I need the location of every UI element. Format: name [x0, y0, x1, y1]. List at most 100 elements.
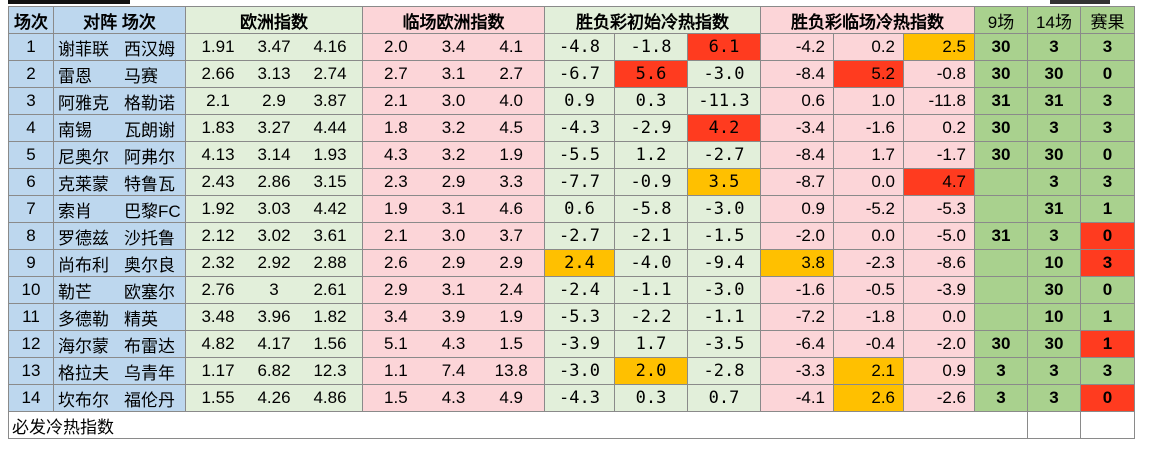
euro-odds-values: 2.66 3.13 2.74: [187, 64, 362, 84]
match-result: 3: [1080, 168, 1135, 196]
match-teams: 南锡 瓦朗谢: [53, 114, 186, 142]
euro-odds-value: 6.82: [257, 361, 291, 380]
init-hc-value: -3.0: [687, 60, 761, 88]
count-14: 10: [1027, 249, 1081, 277]
table-row: 1 谢菲联 西汉姆 1.91 3.47 4.16 2.0 3.4 4.1 -4.8 -1.8 6.1-…: [8, 33, 1135, 61]
euro-odds: 1.17 6.82 12.3: [185, 357, 363, 385]
live-hc-value: -8.7: [760, 168, 834, 196]
match-result: 3: [1080, 249, 1135, 277]
live-euro-odds-value: 2.0: [384, 37, 408, 56]
euro-odds-values: 1.83 3.27 4.44: [187, 118, 362, 138]
count-9: [974, 195, 1028, 223]
init-hc-value: -4.3: [544, 114, 615, 142]
live-euro-odds-value: 1.5: [499, 334, 523, 353]
header-live-eu: 临场欧洲指数: [362, 6, 545, 34]
live-euro-odds-value: 3.2: [441, 145, 466, 164]
live-hc-value: 0.0: [833, 168, 904, 196]
euro-odds-value: 4.86: [313, 388, 347, 407]
match-result: 0: [1080, 60, 1135, 88]
live-hc-value: 4.7: [903, 168, 975, 196]
count-9: [974, 276, 1028, 304]
init-hc-value: -3.0: [544, 357, 615, 385]
live-euro-odds-value: 3.4: [441, 37, 466, 56]
away-team: 西汉姆: [124, 39, 175, 59]
match-result: 3: [1080, 357, 1135, 385]
match-teams: 多德勒 精英: [53, 303, 186, 331]
live-euro-odds-value: 2.7: [499, 64, 523, 83]
table-row: 7 索肖 巴黎FC 1.92 3.03 4.42 1.9 3.1 4.6 0.6 -5.8 -3.0 0…: [8, 195, 1135, 223]
euro-odds-values: 2.1 2.9 3.87: [187, 91, 362, 111]
euro-odds-value: 4.17: [257, 334, 291, 353]
euro-odds-value: 3.15: [313, 172, 347, 191]
init-hc-value: -2.4: [544, 276, 615, 304]
init-hc-value: -4.3: [544, 384, 615, 412]
count-14: 31: [1027, 195, 1081, 223]
euro-odds-value: 2.12: [201, 226, 235, 245]
match-result: 1: [1080, 303, 1135, 331]
euro-odds: 1.83 3.27 4.44: [185, 114, 363, 142]
row-index: 13: [8, 357, 54, 385]
count-14: 30: [1027, 330, 1081, 358]
live-euro-odds-values: 1.1 7.4 13.8: [364, 361, 544, 381]
row-index: 11: [8, 303, 54, 331]
live-hc-value: 2.1: [833, 357, 904, 385]
euro-odds-value: 3.27: [257, 118, 291, 137]
live-euro-odds-values: 2.1 3.0 4.0: [364, 91, 544, 111]
away-team: 特鲁瓦: [124, 174, 175, 194]
live-hc-value: -5.2: [833, 195, 904, 223]
header-live-hc: 胜负彩临场冷热指数: [760, 6, 975, 34]
table-row: 14 坎布尔 福伦丹 1.55 4.26 4.86 1.5 4.3 4.9 -4.3 0.3 0.7-…: [8, 384, 1135, 412]
init-hc-value: -2.9: [614, 114, 688, 142]
odds-table: 场次 对阵 场次 欧洲指数 临场欧洲指数 胜负彩初始冷热指数 胜负彩临场冷热指数…: [8, 6, 1135, 439]
row-index: 6: [8, 168, 54, 196]
match-result: 3: [1080, 33, 1135, 61]
init-hc-value: -0.9: [614, 168, 688, 196]
live-euro-odds-values: 1.5 4.3 4.9: [364, 388, 544, 408]
init-hc-value: 3.5: [687, 168, 761, 196]
top-strip: [0, 0, 1154, 6]
euro-odds-value: 1.82: [313, 307, 347, 326]
live-euro-odds: 2.7 3.1 2.7: [362, 60, 545, 88]
euro-odds: 3.48 3.96 1.82: [185, 303, 363, 331]
euro-odds-value: 2.43: [201, 172, 235, 191]
live-euro-odds-value: 2.3: [384, 172, 408, 191]
euro-odds: 4.82 4.17 1.56: [185, 330, 363, 358]
live-hc-value: 1.7: [833, 141, 904, 169]
euro-odds: 4.13 3.14 1.93: [185, 141, 363, 169]
euro-odds-value: 2.74: [313, 64, 347, 83]
live-euro-odds-value: 2.9: [441, 172, 466, 191]
row-index: 5: [8, 141, 54, 169]
table-row: 10 勒芒 欧塞尔 2.76 3 2.61 2.9 3.1 2.4 -2.4 -1.1 -3.0 -1.…: [8, 276, 1135, 304]
live-euro-odds-values: 4.3 3.2 1.9: [364, 145, 544, 165]
home-team: 罗德兹: [58, 228, 109, 248]
live-euro-odds-value: 4.1: [499, 37, 523, 56]
live-hc-value: -1.8: [833, 303, 904, 331]
match-teams: 坎布尔 福伦丹: [53, 384, 186, 412]
init-hc-value: 0.3: [614, 384, 688, 412]
match-teams: 克莱蒙 特鲁瓦: [53, 168, 186, 196]
live-euro-odds-value: 2.7: [384, 64, 408, 83]
euro-odds-values: 1.55 4.26 4.86: [187, 388, 362, 408]
live-euro-odds-values: 1.8 3.2 4.5: [364, 118, 544, 138]
match-result: 1: [1080, 195, 1135, 223]
live-euro-odds-value: 7.4: [441, 361, 466, 380]
match-teams: 尼奥尔 阿弗尔: [53, 141, 186, 169]
live-euro-odds: 2.1 3.0 4.0: [362, 87, 545, 115]
home-team: 尼奥尔: [58, 147, 109, 167]
count-9: 31: [974, 87, 1028, 115]
euro-odds-value: 1.55: [201, 388, 235, 407]
table-row: 11 多德勒 精英 3.48 3.96 1.82 3.4 3.9 1.9 -5.3 -2.2 -1.1…: [8, 303, 1135, 331]
away-team: 布雷达: [124, 336, 175, 356]
live-euro-odds-value: 1.9: [499, 307, 523, 326]
live-euro-odds-values: 2.9 3.1 2.4: [364, 280, 544, 300]
init-hc-value: -9.4: [687, 249, 761, 277]
init-hc-value: 2.0: [614, 357, 688, 385]
init-hc-value: 0.7: [687, 384, 761, 412]
euro-odds-value: 4.44: [313, 118, 347, 137]
live-euro-odds-values: 2.1 3.0 3.7: [364, 226, 544, 246]
live-euro-odds-value: 4.6: [499, 199, 523, 218]
live-euro-odds: 2.3 2.9 3.3: [362, 168, 545, 196]
count-14: 3: [1027, 114, 1081, 142]
row-index: 4: [8, 114, 54, 142]
euro-odds-value: 3.03: [257, 199, 291, 218]
